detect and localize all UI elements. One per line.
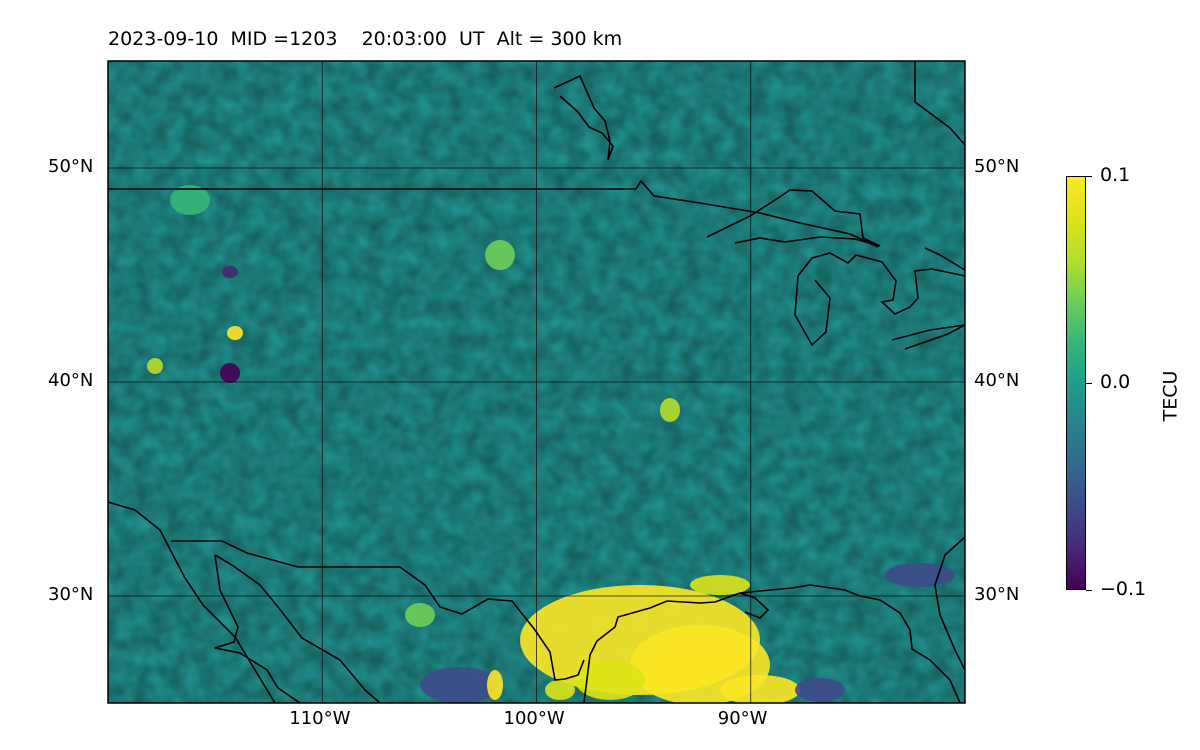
colorbar-tick-label: 0.0 — [1100, 371, 1131, 393]
colorbar-tick-label: −0.1 — [1100, 578, 1147, 600]
tec-anomaly-patches — [147, 185, 955, 703]
tec-patch — [420, 667, 500, 703]
tec-patch — [147, 358, 163, 374]
lat-label-left: 30°N — [48, 584, 94, 605]
mexico-west-coast — [108, 501, 276, 703]
lon-label: 110°W — [289, 708, 351, 729]
coastlines — [108, 61, 965, 703]
lon-label: 100°W — [503, 708, 565, 729]
tec-patch — [487, 670, 503, 700]
colorbar-tick-label: 0.1 — [1100, 164, 1131, 186]
tec-patch — [885, 563, 955, 587]
colorbar — [1066, 176, 1086, 590]
tec-patch — [690, 575, 750, 595]
tec-patch — [227, 326, 243, 340]
gulf-coast — [583, 584, 961, 703]
baja-california — [214, 554, 381, 703]
lat-label-right: 30°N — [974, 584, 1020, 605]
map-frame — [107, 60, 966, 704]
tec-patch — [170, 185, 210, 215]
tec-patch — [720, 675, 800, 703]
lon-label: 90°W — [717, 708, 768, 729]
lat-label-left: 40°N — [48, 370, 94, 391]
atlantic-coast — [934, 536, 965, 671]
colorbar-tick — [1086, 590, 1092, 591]
tec-patch — [405, 603, 435, 627]
tec-patch — [795, 678, 845, 702]
lake-erie — [891, 324, 965, 350]
us-mexico-border — [171, 540, 585, 681]
colorbar-title: TECU — [1159, 370, 1182, 422]
tec-patch — [222, 266, 238, 278]
northern-coast — [553, 74, 614, 161]
lat-label-right: 40°N — [974, 370, 1020, 391]
colorbar-tick — [1086, 176, 1092, 177]
lake-michigan — [797, 252, 965, 315]
tec-patch — [545, 680, 575, 700]
us-canada-border — [108, 179, 879, 248]
tec-patch — [485, 240, 515, 270]
tec-patch — [660, 398, 680, 422]
graticule — [108, 61, 965, 703]
tec-patch — [575, 660, 645, 700]
lat-label-right: 50°N — [974, 156, 1020, 177]
colorbar-tick — [1086, 383, 1092, 384]
figure-title: 2023-09-10 MID =1203 20:03:00 UT Alt = 3… — [108, 28, 623, 50]
lat-label-left: 50°N — [48, 156, 94, 177]
tec-patch — [220, 363, 240, 383]
lake-superior — [706, 189, 881, 247]
